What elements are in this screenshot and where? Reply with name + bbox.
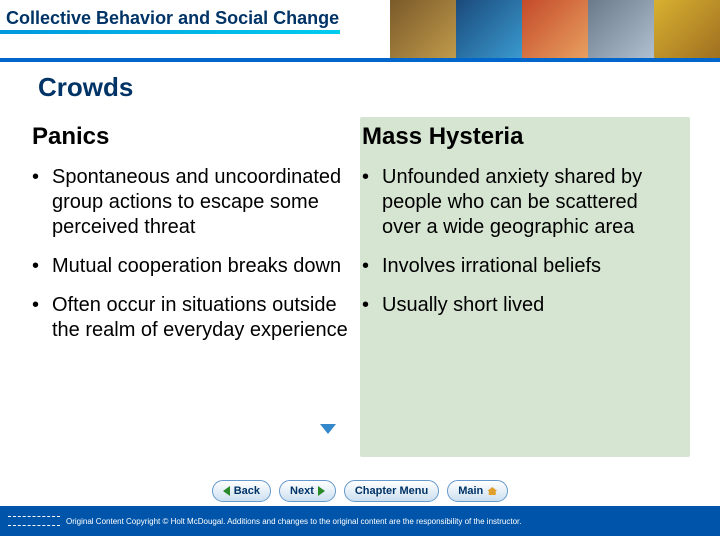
column-right: Mass Hysteria • Unfounded anxiety shared…	[360, 117, 690, 457]
bullet-text: Usually short lived	[382, 293, 680, 318]
bullet-text: Mutual cooperation breaks down	[52, 254, 350, 279]
chevron-left-icon	[223, 486, 230, 496]
nav-label: Next	[290, 485, 314, 497]
nav-label: Chapter Menu	[355, 485, 428, 497]
nav-label: Main	[458, 485, 483, 497]
header-graphic-segment	[588, 0, 654, 58]
column-heading-right: Mass Hysteria	[362, 123, 680, 151]
header-graphic	[390, 0, 720, 58]
chapter-menu-button[interactable]: Chapter Menu	[344, 480, 439, 502]
home-icon	[487, 487, 497, 495]
column-left: Panics • Spontaneous and uncoordinated g…	[30, 117, 360, 457]
bullet-icon: •	[32, 293, 52, 343]
list-item: • Mutual cooperation breaks down	[32, 254, 350, 279]
header-graphic-segment	[456, 0, 522, 58]
back-button[interactable]: Back	[212, 480, 271, 502]
main-button[interactable]: Main	[447, 480, 508, 502]
header-graphic-segment	[654, 0, 720, 58]
continue-indicator-icon	[320, 424, 336, 434]
slide-content: Crowds Panics • Spontaneous and uncoordi…	[0, 62, 720, 474]
columns: Panics • Spontaneous and uncoordinated g…	[30, 117, 690, 457]
chevron-right-icon	[318, 486, 325, 496]
bullet-text: Involves irrational beliefs	[382, 254, 680, 279]
nav-bar: Back Next Chapter Menu Main	[0, 474, 720, 506]
footer-dash-icon	[8, 516, 60, 526]
list-item: • Often occur in situations outside the …	[32, 293, 350, 343]
bullet-icon: •	[32, 165, 52, 240]
bullet-icon: •	[32, 254, 52, 279]
list-item: • Involves irrational beliefs	[362, 254, 680, 279]
bullet-icon: •	[362, 165, 382, 240]
list-item: • Usually short lived	[362, 293, 680, 318]
bullet-text: Spontaneous and uncoordinated group acti…	[52, 165, 350, 240]
bullet-icon: •	[362, 293, 382, 318]
nav-label: Back	[234, 485, 260, 497]
slide-footer: Original Content Copyright © Holt McDoug…	[0, 506, 720, 536]
column-heading-left: Panics	[32, 123, 350, 151]
slide-header: Collective Behavior and Social Change	[0, 0, 720, 62]
bullet-icon: •	[362, 254, 382, 279]
copyright-text: Original Content Copyright © Holt McDoug…	[66, 517, 521, 526]
header-underline	[0, 30, 340, 34]
header-graphic-segment	[522, 0, 588, 58]
next-button[interactable]: Next	[279, 480, 336, 502]
bullet-text: Often occur in situations outside the re…	[52, 293, 350, 343]
section-title: Crowds	[30, 72, 690, 103]
header-graphic-segment	[390, 0, 456, 58]
list-item: • Spontaneous and uncoordinated group ac…	[32, 165, 350, 240]
list-item: • Unfounded anxiety shared by people who…	[362, 165, 680, 240]
bullet-text: Unfounded anxiety shared by people who c…	[382, 165, 680, 240]
